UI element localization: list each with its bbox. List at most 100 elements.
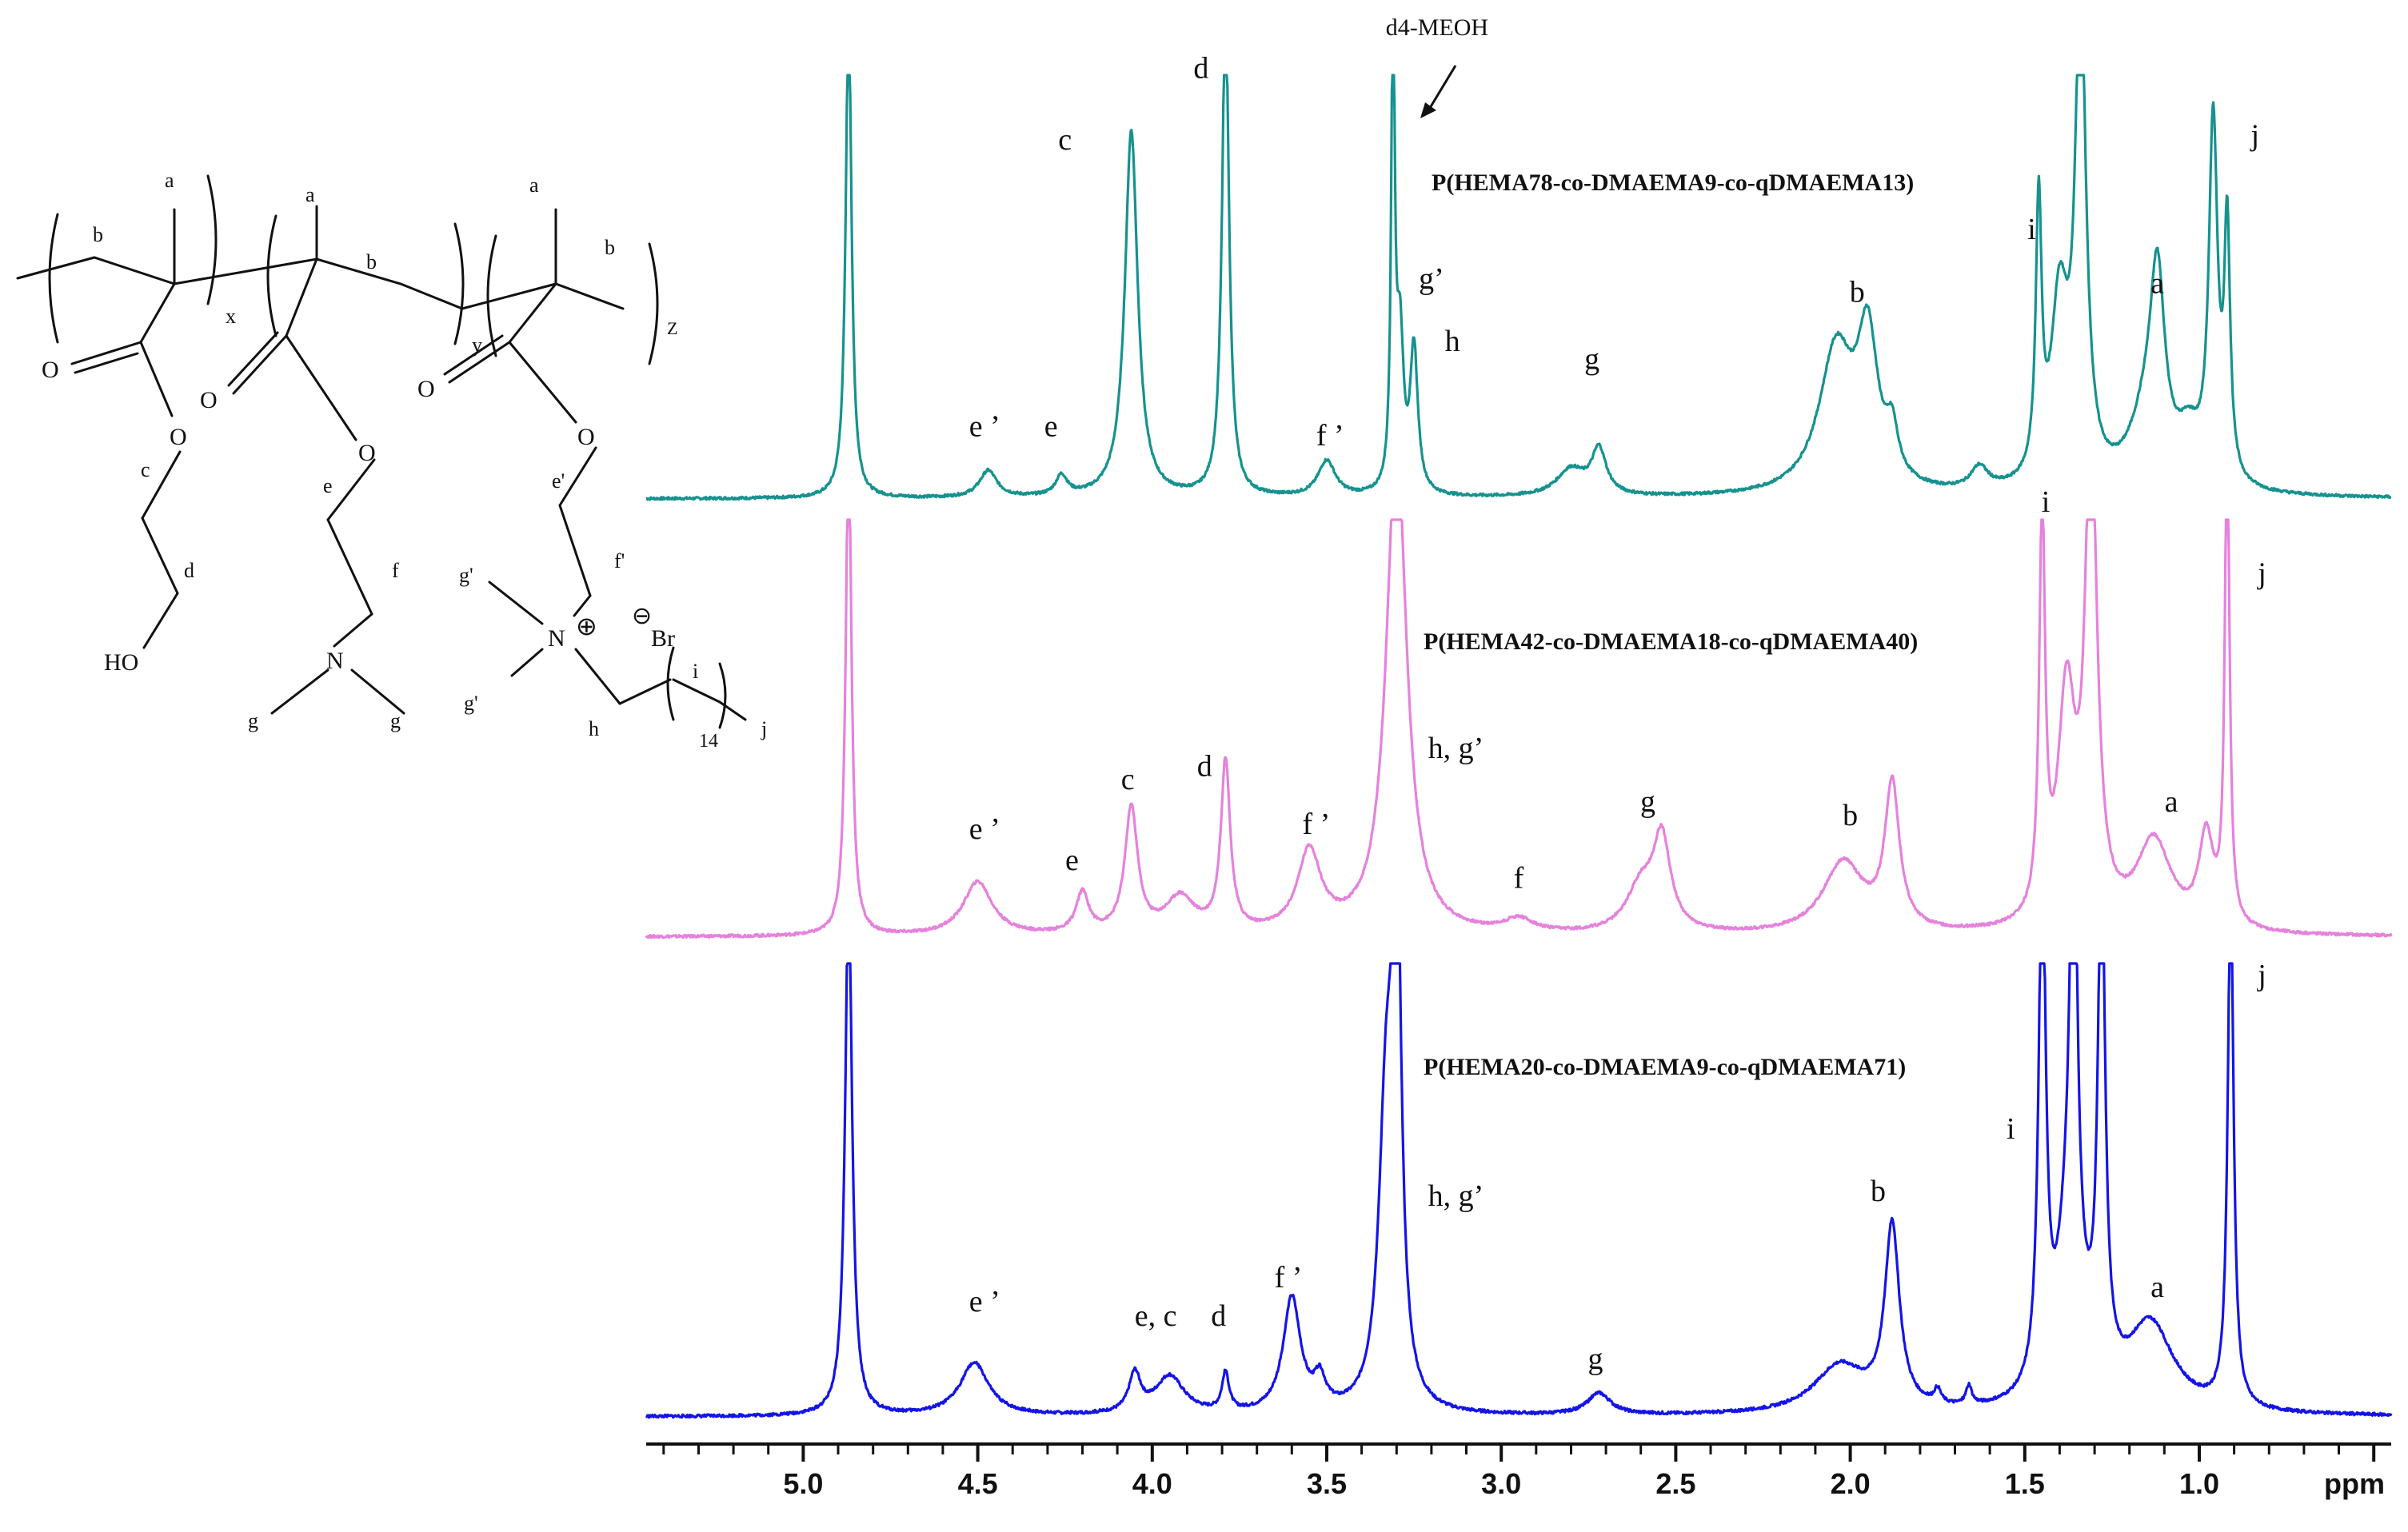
label-g1: g — [248, 709, 258, 732]
u3-e — [558, 446, 597, 507]
u3-nh — [574, 648, 621, 705]
label-o2: O — [170, 424, 187, 450]
x-tick-label: 5.0 — [783, 1467, 823, 1500]
peak-label: j — [2250, 119, 2260, 153]
charge-minus: ⊖ — [632, 603, 652, 629]
spectrum-line-3 — [645, 962, 2393, 1419]
label-o1: O — [42, 357, 59, 383]
u3-ng2 — [510, 648, 544, 677]
label-c: c — [141, 458, 150, 481]
peak-label: a — [2165, 785, 2178, 819]
peak-label: c — [1121, 763, 1135, 796]
label-b1: b — [93, 223, 103, 246]
chain-bracket-right — [718, 662, 727, 729]
x-tick-label: 1.0 — [2179, 1467, 2219, 1500]
peak-label: e ’ — [969, 1285, 1000, 1319]
peak-label: c — [1058, 123, 1072, 157]
label-g2: g — [390, 709, 401, 732]
peak-labels: P(HEMA78-co-DMAEMA9-co-qDMAEMA13) e ’ e c d f… — [969, 52, 2266, 1376]
peak-label: e — [1044, 410, 1058, 444]
label-o3: O — [200, 387, 218, 413]
u2-e — [326, 458, 376, 521]
u3-h — [618, 678, 672, 705]
peak-label: e, c — [1135, 1299, 1177, 1333]
u2-co2 — [227, 331, 279, 387]
u3-o — [508, 341, 577, 424]
spectrum-line-1 — [645, 74, 2392, 501]
peak-label: g’ — [1419, 262, 1444, 296]
label-z: Z — [667, 318, 677, 338]
solvent-arrow — [1426, 65, 1457, 113]
u3-i — [672, 678, 721, 704]
u2-co — [232, 334, 288, 395]
x-tick-label: 1.5 — [2005, 1467, 2045, 1500]
peak-label: f ’ — [1302, 808, 1330, 841]
spectra-area — [645, 74, 2393, 1419]
peak-label: e ’ — [969, 410, 1000, 444]
label-e: e — [323, 474, 333, 497]
u1-c — [141, 450, 182, 520]
u2-f — [326, 518, 373, 616]
peak-label: g — [1588, 1342, 1603, 1376]
x-tick-label: 3.0 — [1481, 1467, 1521, 1500]
bracket-z-right — [648, 242, 659, 365]
series-title-3: P(HEMA20-co-DMAEMA9-co-qDMAEMA71) — [1424, 1054, 1906, 1080]
u3-ng1 — [488, 580, 544, 625]
series-title-2: P(HEMA42-co-DMAEMA18-co-qDMAEMA40) — [1424, 628, 1918, 655]
bracket-y-left — [266, 214, 278, 337]
peak-label: b — [1850, 276, 1865, 309]
label-j: j — [761, 717, 767, 740]
peak-label: a — [2150, 1271, 2164, 1304]
label-d: d — [184, 559, 194, 582]
u2-o — [285, 334, 357, 441]
peak-label: a — [2150, 266, 2164, 300]
u1-co — [70, 341, 142, 365]
u1-d — [141, 517, 179, 595]
u2-ng1 — [270, 668, 329, 715]
label-fprime: f' — [614, 549, 625, 573]
peak-label: f ’ — [1316, 419, 1344, 453]
charge-plus: ⊕ — [576, 612, 597, 640]
x-axis-ticks: 5.0 4.5 4.0 3.5 3.0 2.5 2.0 1.5 1.0 — [662, 1444, 2376, 1500]
peak-label: e ’ — [969, 812, 1000, 846]
backbone-line — [16, 256, 625, 310]
u3-f — [558, 504, 592, 597]
u3-c1 — [508, 282, 557, 344]
x-tick-label: 2.0 — [1831, 1467, 1871, 1500]
label-a3: a — [529, 174, 539, 197]
label-n2: N — [548, 625, 565, 652]
label-eprime: e' — [552, 469, 565, 493]
u2-c1 — [285, 257, 318, 337]
peak-label: i — [2027, 213, 2036, 246]
chain-bracket-left — [666, 646, 675, 721]
peak-label: b — [1843, 799, 1858, 832]
series-title-1: P(HEMA78-co-DMAEMA9-co-qDMAEMA13) — [1432, 170, 1914, 196]
label-br: Br — [651, 625, 675, 652]
label-a1: a — [165, 169, 174, 192]
x-tick-label: 4.0 — [1132, 1467, 1172, 1500]
peak-label: e — [1065, 844, 1079, 877]
u1-co2 — [74, 352, 139, 374]
peak-label: d — [1197, 749, 1212, 783]
peak-label: h — [1445, 325, 1460, 358]
peak-label: f ’ — [1275, 1261, 1303, 1295]
peak-label: d — [1193, 52, 1208, 86]
peak-label: b — [1871, 1175, 1886, 1208]
peak-label: f — [1514, 861, 1524, 895]
label-x: x — [226, 305, 236, 328]
solvent-annotation: d4-MEOH — [1386, 14, 1488, 118]
label-b2: b — [366, 250, 377, 273]
peak-label: h, g’ — [1428, 1179, 1484, 1213]
u3-fn — [573, 594, 592, 617]
u1-o — [139, 341, 174, 417]
u2-ng2 — [350, 668, 405, 715]
label-f: f — [392, 559, 399, 582]
peak-label: j — [2256, 959, 2266, 992]
label-h: h — [589, 717, 599, 740]
bracket-x-right — [206, 174, 218, 305]
u1-c1 — [139, 282, 176, 344]
x-tick-label: 3.5 — [1307, 1467, 1347, 1500]
peak-label: d — [1211, 1299, 1226, 1333]
peak-label: j — [2256, 557, 2266, 591]
